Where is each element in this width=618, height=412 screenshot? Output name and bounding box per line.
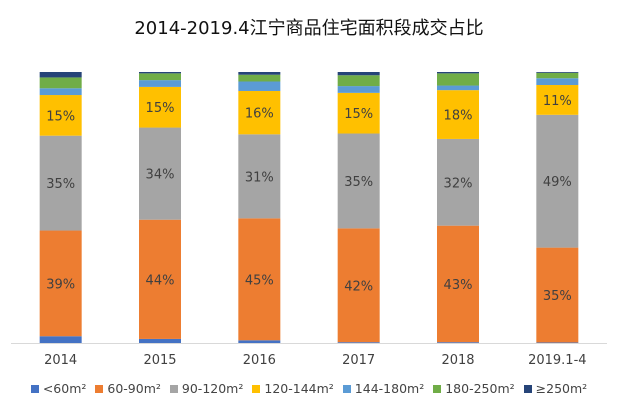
legend: <60m² 60-90m² 90-120m² 120-144m² 144-180m² 18… [0,381,618,396]
legend-item: 60-90m² [95,381,161,396]
bar-segment [139,127,181,220]
bar-segment [39,95,82,136]
legend-swatch [523,384,532,393]
legend-label: <60m² [42,381,87,396]
bar-segment [337,342,380,343]
data-label: 11% [543,94,572,109]
data-label: 42% [344,279,373,294]
bar-segment [337,133,380,229]
bar-segment [437,225,479,343]
data-label: 49% [543,175,572,190]
bar-segment [139,73,181,81]
legend-label: 144-180m² [354,381,425,396]
legend-label: 90-120m² [181,381,244,396]
x-tick-label: 2019.1-4 [528,353,586,368]
bar-segment [437,138,479,226]
data-label: 15% [344,107,373,122]
x-tick-label: 2018 [441,353,474,368]
bar-segment [238,134,281,219]
bar-segment [337,228,380,343]
bar-segment [437,342,479,343]
data-label: 44% [146,273,175,288]
bar-segment [39,88,82,96]
data-label: 35% [344,175,373,190]
bar-segment [437,90,479,139]
legend-swatch [95,384,104,393]
legend-item: ≥250m² [523,381,588,396]
bar-segment [238,72,281,75]
bars-layer: 39% 35% 15% 44% 34% 15% 45% 31% 16% 42% 35% 15% 43% 3… [39,72,579,344]
data-label: 43% [444,278,473,293]
data-label: 35% [46,177,75,192]
legend-swatch [342,384,351,393]
data-label: 39% [46,277,75,292]
bar-segment [536,342,579,343]
x-tick-label: 2016 [243,353,276,368]
data-label: 18% [444,109,473,124]
legend-label: 60-90m² [107,381,161,396]
legend-label: ≥250m² [535,381,588,396]
data-label: 35% [543,289,572,304]
bar-segment [39,135,82,231]
legend-swatch [169,384,178,393]
bar-segment [139,219,181,339]
bar-segment [536,247,579,343]
bar-segment [39,77,82,89]
x-tick-labels: 2014 2015 2016 2017 2018 2019.1-4 [44,353,586,368]
bar-segment [437,85,479,91]
data-label: 15% [46,109,75,124]
legend-item: <60m² [30,381,87,396]
bar-segment [238,340,281,343]
bar-segment [337,75,380,87]
bar-segment [536,85,579,115]
x-tick-label: 2017 [342,353,375,368]
data-label: 15% [146,101,175,116]
bar-segment [536,114,579,248]
bar-segment [536,78,579,86]
bar-segment [238,81,281,91]
bar-segment [437,72,479,74]
legend-item: 90-120m² [169,381,244,396]
bar-segment [536,72,579,79]
bar-segment [39,72,82,78]
data-label: 34% [146,168,175,183]
bar-segment [139,338,181,343]
legend-swatch [252,384,261,393]
bar-segment [536,72,579,73]
bar-segment [139,72,181,74]
legend-label: 120-144m² [264,381,334,396]
bar-segment [139,80,181,87]
bar-segment [139,86,181,128]
legend-label: 180-250m² [445,381,515,396]
legend-item: 120-144m² [252,381,334,396]
chart-title: 2014-2019.4江宁商品住宅面积段成交占比 [134,18,484,39]
data-label: 45% [245,273,274,288]
legend-swatch [30,384,39,393]
x-tick-label: 2015 [143,353,176,368]
bar-segment [337,92,380,134]
legend-swatch [433,384,442,393]
data-label: 32% [444,176,473,191]
legend-item: 144-180m² [342,381,425,396]
bar-segment [337,86,380,93]
bar-segment [238,218,281,341]
bar-segment [238,74,281,82]
bar-segment [437,73,479,86]
x-tick-label: 2014 [44,353,77,368]
data-label: 16% [245,107,274,122]
bar-segment [238,90,281,135]
legend-item: 180-250m² [433,381,515,396]
bar-segment [337,72,380,76]
bar-segment [39,336,82,344]
data-label: 31% [245,170,274,185]
bar-segment [39,230,82,337]
